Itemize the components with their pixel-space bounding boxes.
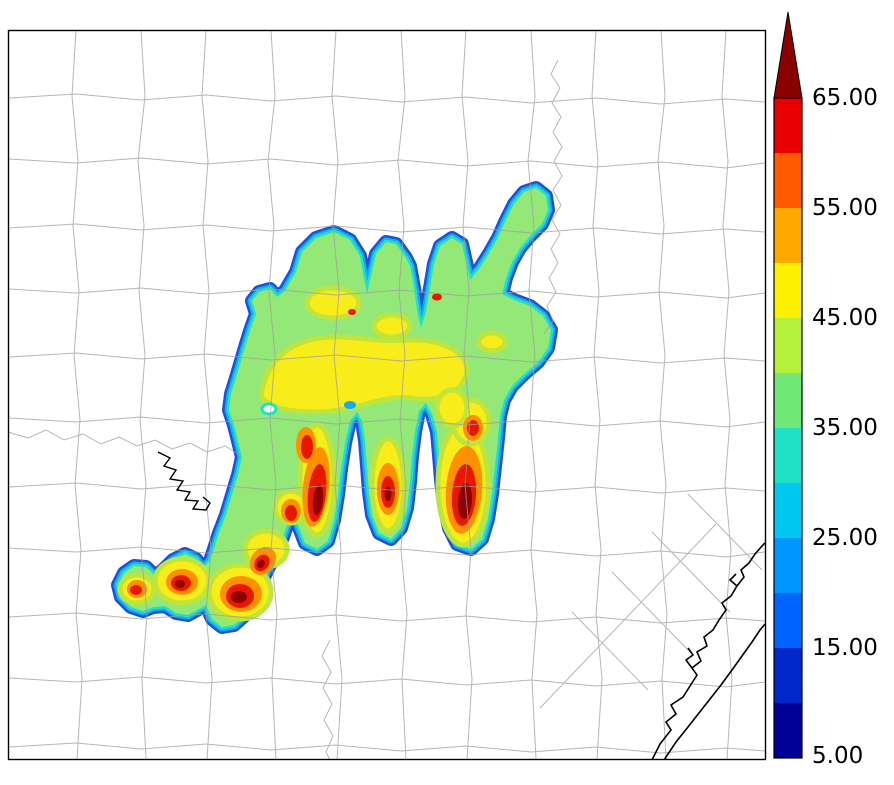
colorbar-segment: [774, 318, 802, 373]
county-boundary: [721, 31, 733, 759]
county-boundary-coastal: [687, 493, 763, 571]
colorbar-segment: [774, 208, 802, 263]
county-boundary: [9, 416, 765, 428]
coastline-mainland: [651, 542, 765, 759]
plot-border: [7, 29, 767, 761]
river-boundary: [321, 639, 334, 759]
river-boundary: [9, 429, 241, 456]
yellow-region: [476, 330, 508, 354]
county-boundary: [331, 31, 343, 759]
county-boundary-coastal: [571, 611, 649, 691]
colorbar-tick-label: 5.00: [812, 743, 863, 769]
county-boundary: [657, 31, 668, 759]
colorbar-arrow-icon: [773, 11, 803, 99]
colorbar-segment: [774, 98, 802, 153]
colorbar-frame: [773, 97, 803, 759]
red-hotspot: [130, 585, 142, 595]
coastline-barrier-island: [663, 623, 765, 759]
red-speck: [348, 309, 356, 315]
county-boundary: [9, 287, 765, 299]
county-boundary-coastal: [651, 531, 731, 613]
precip-field: [118, 188, 551, 627]
yellow-region: [434, 387, 470, 429]
yellow-region-central: [258, 334, 470, 415]
red-hotspot: [285, 505, 297, 521]
darkred-core: [457, 483, 473, 519]
colorbar-tick-label: 65.00: [812, 85, 878, 111]
colorbar-segment: [774, 703, 802, 758]
county-boundary-coastal: [611, 571, 691, 653]
red-hotspot: [301, 435, 313, 459]
darkred-core: [312, 485, 324, 515]
colorbar: 65.00 55.00 45.00 35.00 25.00 15.00 5.00: [773, 11, 878, 769]
darkred-core: [384, 487, 392, 501]
county-boundary: [397, 31, 408, 759]
bay-inlet: [728, 573, 738, 587]
colorbar-tick-label: 25.00: [812, 525, 878, 551]
county-boundary-coastal: [539, 523, 717, 709]
red-speck: [432, 293, 442, 301]
county-boundary: [9, 157, 765, 169]
yellow-region: [304, 285, 362, 321]
county-boundary: [9, 223, 765, 235]
lake-feature: [157, 451, 211, 511]
bay-inlet: [684, 647, 695, 669]
yellow-region: [371, 312, 413, 340]
colorbar-segment: [774, 593, 802, 648]
colorbar-segment: [774, 428, 802, 483]
coastline: [651, 542, 765, 759]
darkred-core: [175, 580, 185, 588]
county-boundary: [527, 31, 538, 759]
colorbar-segment: [774, 373, 802, 428]
county-boundary: [9, 676, 765, 688]
colorbar-segment: [774, 648, 802, 703]
county-boundary: [9, 546, 765, 558]
darkred-core: [231, 591, 247, 603]
county-boundary: [201, 31, 213, 759]
colorbar-segment: [774, 263, 802, 318]
colorbar-tick-label: 35.00: [812, 415, 878, 441]
low-value-hole: [260, 402, 278, 416]
county-boundary: [9, 93, 765, 105]
county-boundary: [9, 742, 765, 754]
county-boundary: [9, 352, 765, 364]
colorbar-segment: [774, 483, 802, 538]
river-boundary: [543, 59, 563, 335]
lake-outline: [157, 451, 211, 511]
colorbar-tick-label: 45.00: [812, 305, 878, 331]
county-grid: [9, 31, 765, 759]
colorbar-tick-label: 15.00: [812, 635, 878, 661]
county-boundary: [267, 31, 278, 759]
county-boundary: [9, 612, 765, 624]
county-boundary: [137, 31, 148, 759]
county-boundary: [591, 31, 603, 759]
darkred-core: [257, 559, 265, 569]
colorbar-tick-label: 55.00: [812, 195, 878, 221]
county-boundary: [9, 482, 765, 494]
colorbar-segment: [774, 538, 802, 593]
colorbar-segment: [774, 153, 802, 208]
county-boundary: [461, 31, 473, 759]
low-value-hole: [344, 401, 356, 409]
field-darkred-cores: [175, 483, 473, 603]
county-boundary: [71, 31, 83, 759]
